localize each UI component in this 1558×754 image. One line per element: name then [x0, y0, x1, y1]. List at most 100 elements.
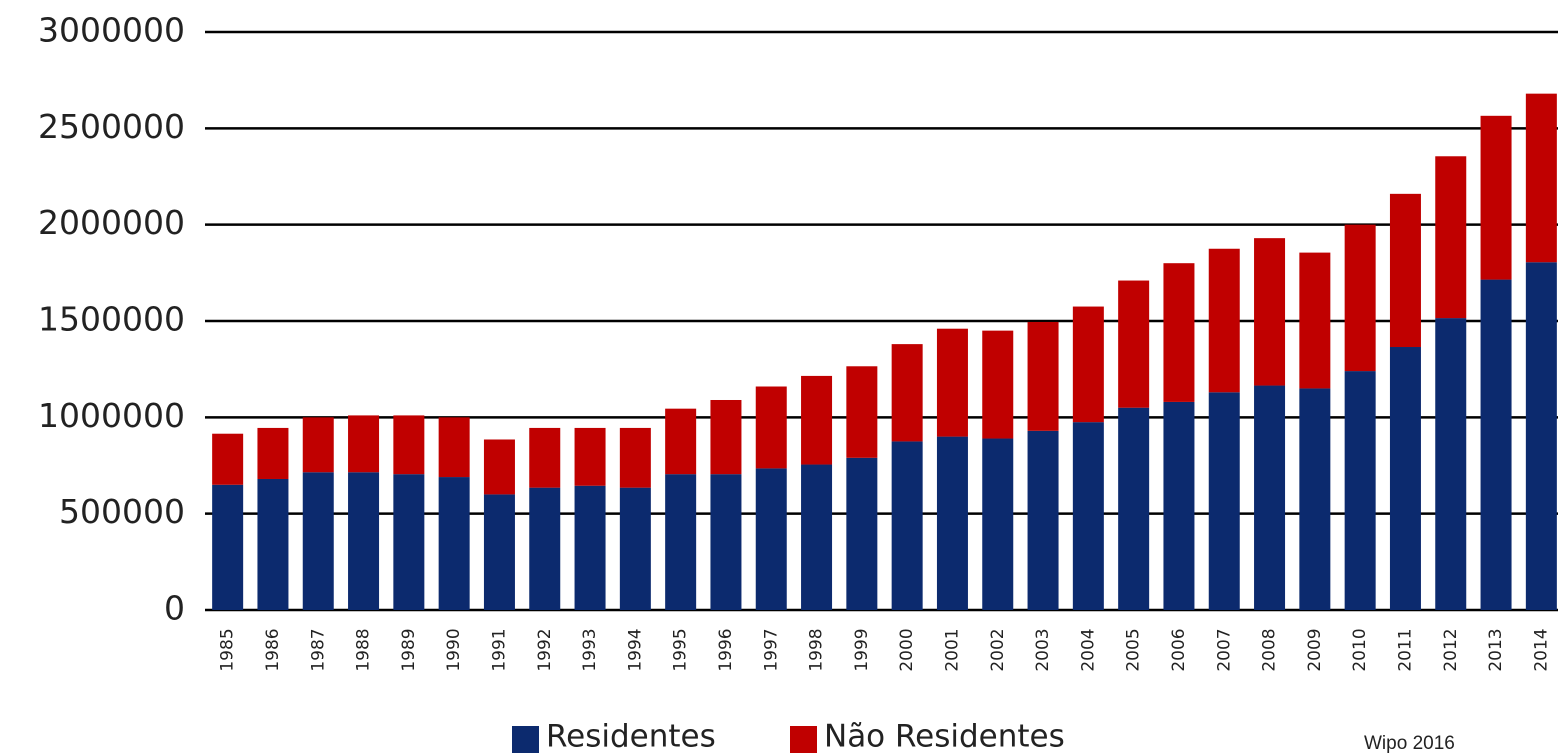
bar-segment — [1344, 371, 1376, 610]
x-tick-label: 1992 — [535, 628, 555, 671]
bar-segment — [1525, 262, 1557, 610]
bar-segment — [936, 328, 968, 437]
bar-segment — [529, 487, 561, 610]
bar-segment — [846, 366, 878, 458]
y-tick-label: 2500000 — [38, 107, 185, 146]
x-tick-label: 2008 — [1260, 628, 1280, 671]
bar-segment — [212, 433, 244, 485]
x-tick-label: 1995 — [671, 628, 691, 671]
x-tick-label: 1985 — [218, 628, 238, 671]
bar-segment — [1072, 422, 1104, 610]
bar-segment — [302, 472, 334, 610]
y-tick-label: 2000000 — [38, 203, 185, 242]
bar-segment — [574, 427, 606, 486]
y-tick-label: 3000000 — [38, 11, 185, 50]
x-tick-label: 1993 — [580, 628, 600, 671]
bar-segment — [1163, 401, 1195, 610]
y-tick-label: 0 — [164, 589, 185, 628]
bar-segment — [1208, 248, 1240, 393]
bar-segment — [982, 438, 1014, 610]
bar-segment — [665, 408, 697, 475]
x-tick-label: 2013 — [1486, 628, 1506, 671]
bar-segment — [1435, 318, 1467, 610]
y-tick-label: 500000 — [59, 492, 185, 531]
bar-segment — [801, 375, 833, 465]
bar-segment — [348, 415, 380, 473]
x-tick-label: 1997 — [761, 628, 781, 671]
x-tick-label: 2001 — [942, 628, 962, 671]
bar-segment — [1027, 430, 1059, 610]
bar-segment — [1299, 252, 1331, 389]
x-tick-label: 2005 — [1124, 628, 1144, 671]
bar-segment — [755, 468, 787, 610]
bar-segment — [1435, 156, 1467, 319]
bar-segment — [891, 344, 923, 442]
bar-segment — [257, 427, 289, 479]
legend-label: Não Residentes — [824, 719, 1065, 754]
bar-segment — [1389, 193, 1421, 348]
bar-segment — [936, 436, 968, 610]
bar-segment — [665, 474, 697, 610]
bar-segment — [801, 464, 833, 610]
bar-segment — [1525, 93, 1557, 263]
x-tick-label: 2009 — [1305, 628, 1325, 671]
x-tick-label: 1996 — [716, 628, 736, 671]
x-tick-label: 1986 — [263, 628, 283, 671]
bar-segment — [1344, 224, 1376, 372]
x-tick-label: 1990 — [444, 628, 464, 671]
bar-segment — [619, 427, 651, 488]
legend-swatch — [512, 726, 539, 753]
bar-segment — [846, 457, 878, 610]
x-tick-label: 1999 — [852, 628, 872, 671]
bar-segment — [438, 477, 470, 610]
x-tick-label: 2012 — [1441, 628, 1461, 671]
bar-segment — [1389, 347, 1421, 610]
bar-segment — [302, 417, 334, 473]
bar-segment — [619, 487, 651, 610]
source-note: Wipo 2016 — [1364, 733, 1455, 754]
bar-segment — [483, 439, 515, 495]
bar-segment — [483, 494, 515, 610]
bar-segment — [1163, 263, 1195, 402]
bar-segment — [1072, 306, 1104, 423]
legend-swatch — [790, 726, 817, 753]
bar-segment — [1254, 238, 1286, 386]
x-tick-label: 1989 — [399, 628, 419, 671]
x-tick-label: 2011 — [1395, 628, 1415, 671]
bar-segment — [393, 474, 425, 610]
x-tick-label: 1998 — [807, 628, 827, 671]
x-tick-label: 2000 — [897, 628, 917, 671]
x-tick-label: 2014 — [1531, 628, 1551, 671]
bar-segment — [574, 485, 606, 610]
x-tick-label: 1994 — [625, 628, 645, 671]
bar-segment — [1480, 279, 1512, 610]
bar-segment — [891, 441, 923, 610]
x-tick-label: 1987 — [308, 628, 328, 671]
bar-segment — [1027, 321, 1059, 431]
x-tick-label: 2002 — [988, 628, 1008, 671]
x-tick-label: 2004 — [1078, 628, 1098, 671]
y-tick-label: 1000000 — [38, 396, 185, 435]
x-tick-label: 2003 — [1033, 628, 1053, 671]
y-tick-label: 1500000 — [38, 300, 185, 339]
bar-segment — [438, 417, 470, 478]
x-tick-label: 2010 — [1350, 628, 1370, 671]
bar-segment — [348, 472, 380, 610]
x-tick-label: 2006 — [1169, 628, 1189, 671]
bar-segment — [1299, 388, 1331, 610]
bar-segment — [1254, 385, 1286, 610]
x-tick-label: 2007 — [1214, 628, 1234, 671]
bar-segment — [755, 386, 787, 469]
bar-segment — [212, 484, 244, 610]
bar-segment — [1118, 280, 1150, 408]
bar-segment — [982, 330, 1014, 439]
bar-segment — [710, 474, 742, 610]
bar-segment — [1118, 407, 1150, 610]
x-tick-label: 1988 — [354, 628, 374, 671]
bar-segment — [1480, 115, 1512, 280]
bar-segment — [529, 427, 561, 488]
bar-segment — [1208, 392, 1240, 610]
x-tick-label: 1991 — [489, 628, 509, 671]
bar-segment — [393, 415, 425, 475]
